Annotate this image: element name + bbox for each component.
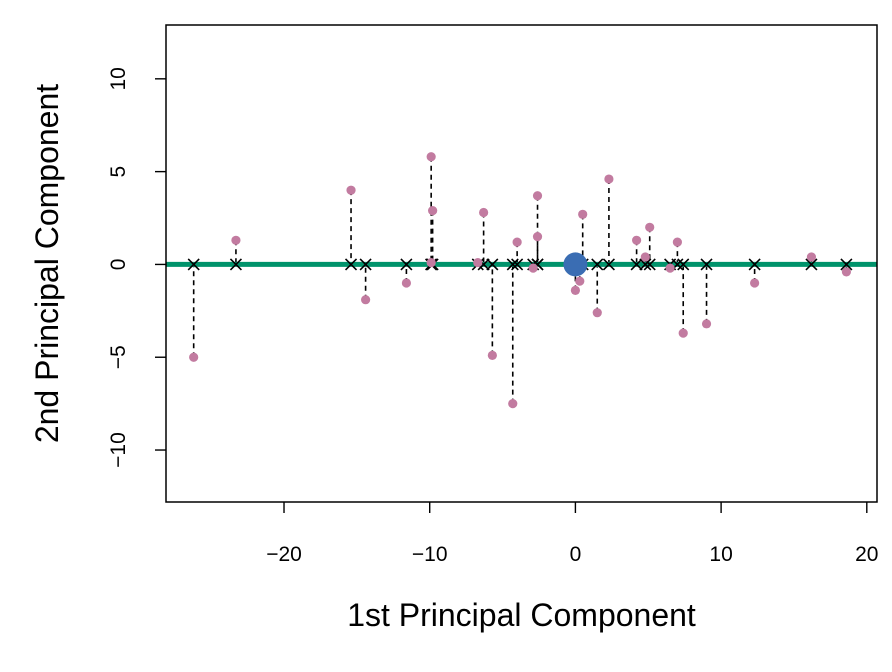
- data-point: [473, 257, 483, 268]
- data-point: [678, 328, 688, 338]
- data-point: [401, 278, 411, 288]
- mean-point: [563, 252, 588, 277]
- cross-stroke: [187, 258, 200, 271]
- y-tick-label: −5: [107, 345, 130, 369]
- cross-stroke: [748, 258, 761, 271]
- y-axis-title: 2nd Principal Component: [29, 84, 65, 443]
- projection-cross: [677, 258, 690, 271]
- cross-stroke: [643, 258, 656, 271]
- data-point: [508, 399, 518, 409]
- cross-stroke: [700, 258, 713, 271]
- projection-cross: [486, 258, 499, 271]
- data-point: [640, 252, 650, 262]
- data-point: [665, 263, 675, 273]
- data-point: [479, 207, 489, 218]
- cross-stroke: [229, 258, 243, 271]
- data-point: [532, 191, 543, 201]
- projection-cross: [229, 258, 243, 271]
- x-tick-label: 20: [855, 543, 878, 566]
- data-point: [672, 237, 682, 247]
- projection-cross: [748, 258, 761, 271]
- data-point: [750, 278, 760, 288]
- cross-stroke: [805, 258, 818, 271]
- y-axis: −10 −5 0 5 10: [107, 67, 166, 468]
- data-points: [189, 152, 852, 409]
- projection-cross: [511, 258, 524, 271]
- x-tick-label: 10: [709, 543, 732, 566]
- x-tick-label: 0: [570, 543, 582, 566]
- x-axis-title: 1st Principal Component: [347, 597, 696, 633]
- cross-stroke: [677, 258, 690, 271]
- projection-cross: [805, 258, 818, 271]
- cross-stroke: [840, 258, 853, 271]
- data-point: [361, 295, 371, 305]
- cross-stroke: [506, 258, 519, 271]
- data-point: [512, 237, 522, 247]
- cross-stroke: [344, 258, 358, 271]
- cross-stroke: [486, 258, 499, 271]
- cross-stroke: [400, 258, 413, 271]
- data-point: [426, 257, 436, 268]
- data-point: [806, 252, 817, 262]
- data-point: [346, 185, 356, 195]
- projection-cross: [344, 258, 358, 271]
- projection-cross: [187, 258, 200, 271]
- y-tick-label: 10: [107, 67, 130, 90]
- data-point: [592, 308, 602, 318]
- cross-stroke: [591, 258, 604, 271]
- data-point: [231, 235, 241, 245]
- cross-stroke: [630, 258, 643, 271]
- projection-cross: [591, 258, 604, 271]
- data-point: [532, 231, 543, 242]
- data-point: [426, 152, 436, 162]
- projection-cross: [630, 258, 643, 271]
- y-tick-label: 0: [107, 259, 130, 271]
- data-point: [575, 276, 585, 286]
- x-axis: −20 −10 0 10 20: [266, 502, 878, 566]
- x-tick-label: −20: [266, 543, 302, 566]
- data-point: [701, 319, 712, 329]
- cross-stroke: [602, 258, 615, 271]
- cross-stroke: [639, 258, 652, 271]
- data-point: [604, 174, 614, 184]
- data-point: [645, 222, 655, 232]
- data-point: [487, 350, 497, 360]
- plot-frame: [165, 24, 878, 503]
- data-point: [189, 352, 199, 362]
- y-tick-label: −10: [107, 432, 130, 468]
- projection-cross: [359, 258, 372, 271]
- cross-stroke: [511, 258, 524, 271]
- data-point: [632, 235, 642, 245]
- y-tick-label: 5: [107, 166, 130, 178]
- x-tick-label: −10: [412, 543, 448, 566]
- projection-cross: [639, 258, 652, 271]
- projection-cross: [700, 258, 713, 271]
- cross-stroke: [359, 258, 372, 271]
- projection-cross: [602, 258, 615, 271]
- data-point: [428, 206, 438, 216]
- projection-cross: [400, 258, 413, 271]
- data-point: [578, 209, 588, 219]
- projection-cross: [840, 258, 853, 271]
- projection-segments: [192, 156, 848, 404]
- projection-cross: [506, 258, 519, 271]
- data-point: [841, 267, 852, 277]
- cross-stroke: [477, 258, 490, 271]
- data-point: [570, 285, 581, 296]
- data-point: [528, 263, 538, 273]
